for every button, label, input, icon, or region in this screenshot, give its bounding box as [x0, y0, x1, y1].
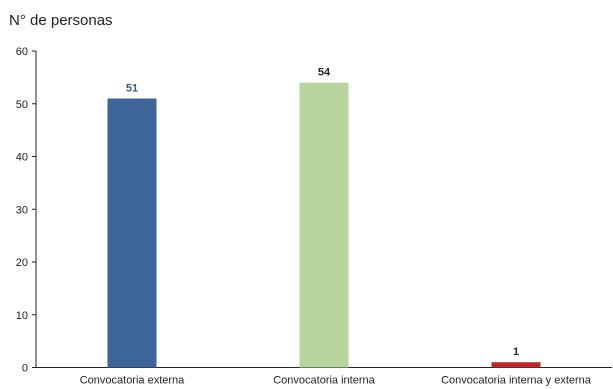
- bar: [107, 98, 157, 368]
- data-label: 51: [126, 82, 138, 94]
- y-tick-label: 10: [16, 310, 28, 322]
- category-label: Convocatoria interna: [273, 375, 375, 387]
- y-tick-label: 40: [16, 152, 28, 164]
- y-tick-label: 60: [16, 46, 28, 58]
- bars-group: [107, 82, 541, 368]
- y-tick-label: 20: [16, 257, 28, 269]
- y-tick-label: 0: [22, 363, 28, 375]
- bar: [491, 362, 541, 368]
- category-labels-group: Convocatoria externa Convocatoria interna…: [80, 375, 592, 387]
- y-tick-label: 30: [16, 204, 28, 216]
- y-axis: 0 10 20 30 40 50 60: [16, 46, 37, 375]
- y-axis-title: N° de personas: [9, 12, 113, 29]
- data-label: 54: [318, 67, 331, 79]
- data-labels-group: 51 54 1: [126, 67, 519, 359]
- bar: [299, 82, 349, 368]
- data-label: 1: [513, 346, 519, 358]
- category-label: Convocatoria interna y externa: [441, 375, 592, 387]
- category-label: Convocatoria externa: [80, 375, 185, 387]
- y-tick-label: 50: [16, 99, 28, 111]
